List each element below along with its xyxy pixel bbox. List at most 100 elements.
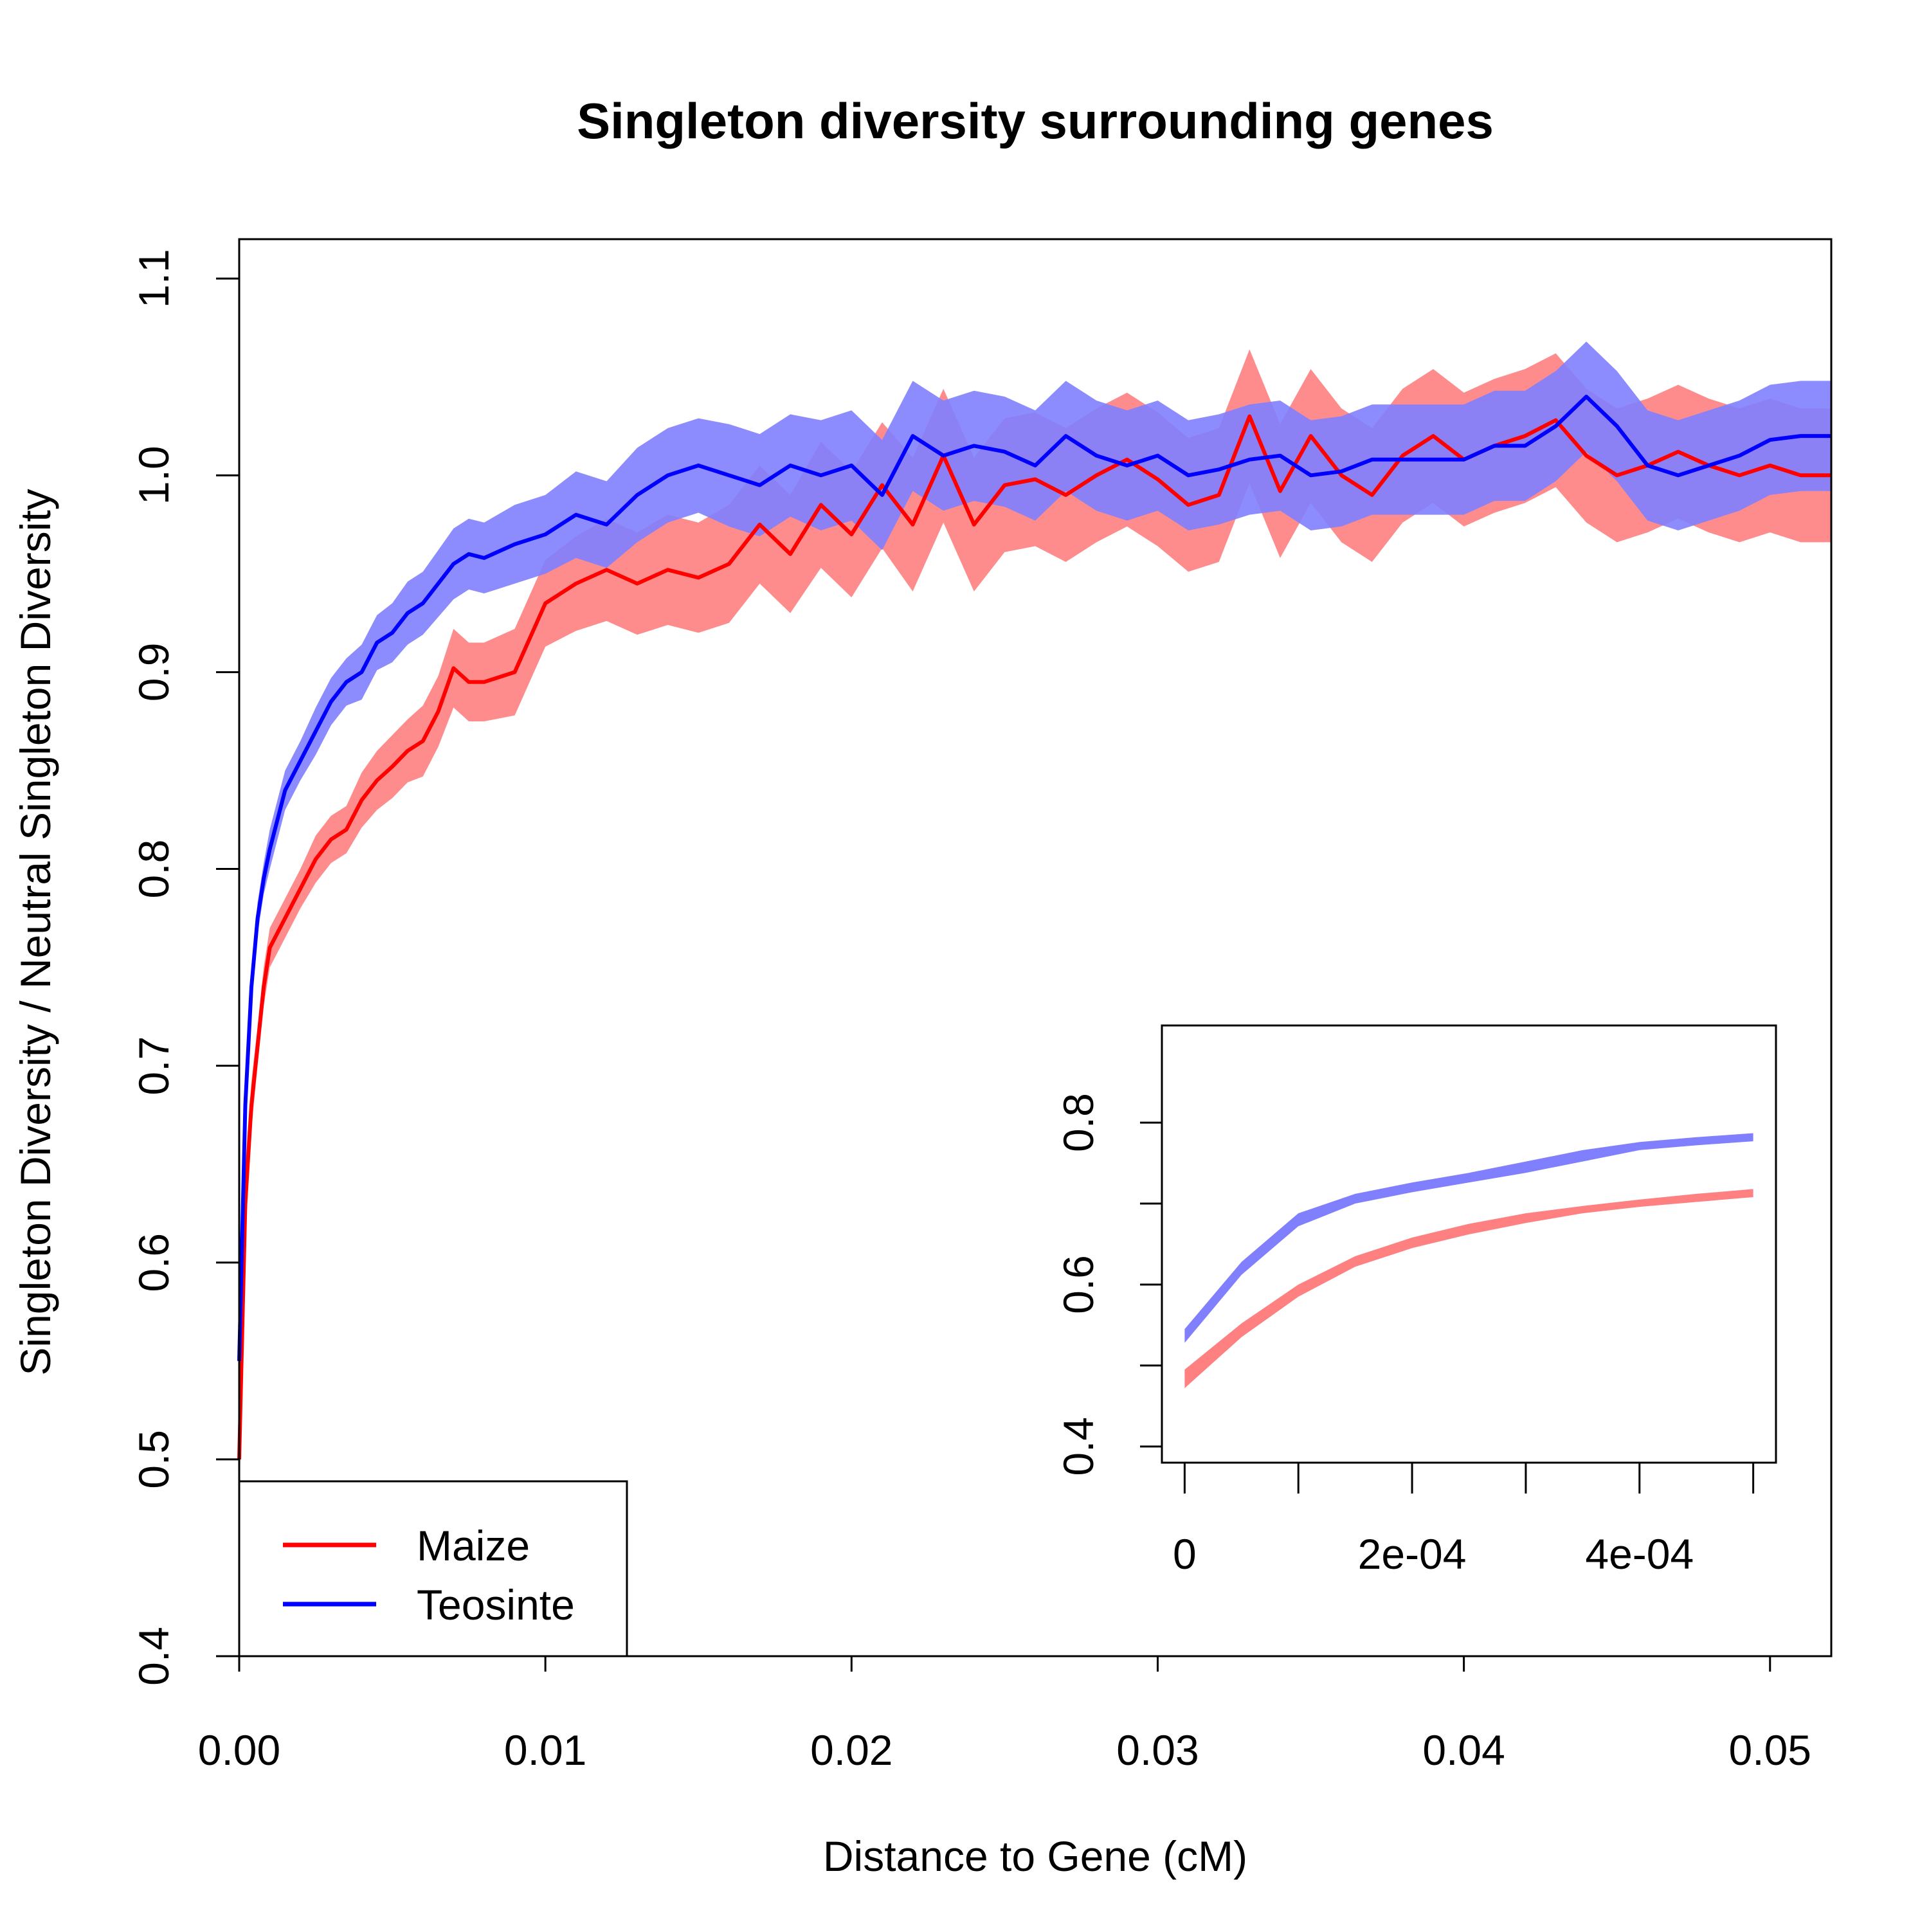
x-tick-label-0: 0.00 [198, 1726, 280, 1774]
point-teosinte-3 [257, 917, 258, 919]
point-teosinte-43 [1218, 469, 1220, 470]
point-maize-20 [514, 671, 515, 673]
series-line-maize [237, 414, 1831, 1459]
x-tick-label-3: 0.03 [1116, 1726, 1199, 1774]
point-teosinte-46 [1310, 474, 1311, 476]
inset-x-tick-label-1: 2e-04 [1358, 1530, 1467, 1578]
inset-y-tick-label-2: 0.8 [1055, 1093, 1102, 1152]
point-teosinte-49 [1402, 459, 1403, 460]
point-teosinte-36 [1004, 451, 1005, 453]
main-series-lines [237, 394, 1832, 1460]
point-maize-16 [438, 711, 439, 712]
point-teosinte-2 [251, 986, 252, 988]
main-confidence-bands [239, 341, 1831, 1509]
point-teosinte-39 [1096, 455, 1097, 456]
x-axis-label: Distance to Gene (cM) [823, 1832, 1247, 1880]
point-maize-3 [257, 1045, 258, 1047]
point-maize-26 [698, 577, 699, 578]
inset-bands [1184, 1133, 1753, 1389]
inset-x-tick-label-0: 0 [1173, 1530, 1197, 1578]
point-maize-49 [1402, 455, 1403, 456]
band-teosinte [239, 341, 1831, 1401]
point-teosinte-44 [1249, 459, 1250, 460]
point-teosinte-34 [943, 455, 944, 456]
point-maize-14 [407, 750, 408, 752]
point-teosinte-11 [361, 671, 362, 673]
point-teosinte-21 [545, 534, 546, 535]
x-tick-label-1: 0.01 [504, 1726, 586, 1774]
point-maize-47 [1341, 474, 1342, 476]
point-teosinte-47 [1341, 471, 1342, 472]
y-tick-label-6: 1.0 [130, 446, 177, 505]
y-tick-label-7: 1.1 [130, 249, 177, 308]
point-maize-43 [1218, 494, 1220, 496]
point-teosinte-60 [1739, 455, 1740, 456]
y-tick-label-2: 0.6 [130, 1233, 177, 1292]
point-teosinte-57 [1647, 465, 1648, 466]
point-maize-10 [346, 829, 347, 830]
y-tick-label-3: 0.7 [130, 1036, 177, 1096]
legend: Maize Teosinte [238, 1480, 628, 1657]
point-maize-13 [392, 766, 393, 767]
inset-chart: 0 2e-04 4e-04 0.4 0.6 0.8 [1055, 1024, 1777, 1578]
point-maize-22 [575, 583, 577, 584]
point-maize-31 [851, 534, 852, 535]
inset-y-tick-label-0: 0.4 [1055, 1417, 1102, 1476]
point-maize-41 [1157, 479, 1158, 480]
inset-band-maize [1184, 1189, 1753, 1389]
point-teosinte-24 [637, 494, 638, 496]
y-axis-label: Singleton Diversity / Neutral Singleton … [12, 489, 59, 1375]
point-teosinte-31 [851, 465, 852, 466]
point-teosinte-26 [698, 465, 699, 466]
x-tick-label-4: 0.04 [1422, 1726, 1505, 1774]
point-teosinte-51 [1463, 459, 1465, 460]
point-teosinte-23 [606, 524, 607, 525]
point-teosinte-59 [1708, 465, 1709, 466]
legend-box [238, 1480, 628, 1657]
point-teosinte-38 [1065, 435, 1067, 437]
point-maize-21 [545, 602, 546, 604]
point-maize-17 [453, 667, 454, 669]
legend-label-teosinte: Teosinte [417, 1581, 575, 1629]
y-tick-label-0: 0.4 [130, 1627, 177, 1686]
inset-plot-frame [1161, 1024, 1777, 1464]
point-maize-33 [912, 524, 913, 525]
point-maize-44 [1249, 416, 1250, 417]
point-teosinte-55 [1586, 396, 1587, 397]
x-tick-label-5: 0.05 [1729, 1726, 1811, 1774]
point-teosinte-37 [1035, 465, 1036, 466]
inset-x-tick-label-2: 4e-04 [1585, 1530, 1694, 1578]
point-maize-46 [1310, 435, 1311, 437]
point-teosinte-15 [422, 602, 424, 604]
point-maize-39 [1096, 474, 1097, 476]
point-maize-55 [1586, 455, 1587, 456]
y-tick-label-4: 0.8 [130, 840, 177, 899]
point-maize-62 [1800, 474, 1801, 476]
y-tick-label-5: 0.9 [130, 643, 177, 702]
point-maize-50 [1433, 435, 1434, 437]
point-teosinte-22 [575, 514, 577, 516]
point-teosinte-42 [1188, 474, 1189, 476]
inset-band-teosinte [1184, 1133, 1753, 1343]
y-tick-label-1: 0.5 [130, 1430, 177, 1489]
point-teosinte-25 [667, 474, 669, 476]
point-teosinte-16 [438, 583, 439, 584]
point-maize-1 [245, 1203, 246, 1204]
point-maize-60 [1739, 474, 1740, 476]
x-tick-label-2: 0.02 [810, 1726, 892, 1774]
chart-title: Singleton diversity surrounding genes [577, 93, 1494, 149]
point-teosinte-20 [514, 544, 515, 545]
inset-y-tick-label-1: 0.6 [1055, 1255, 1102, 1314]
main-plot-frame [238, 238, 1833, 1657]
point-teosinte-30 [820, 474, 822, 476]
inset-background [1162, 1025, 1776, 1463]
point-maize-28 [759, 524, 760, 525]
series-line-teosinte [237, 394, 1831, 1361]
point-maize-24 [637, 583, 638, 584]
point-maize-38 [1065, 494, 1067, 496]
point-teosinte-33 [912, 435, 913, 437]
point-maize-37 [1035, 479, 1036, 480]
point-teosinte-29 [790, 465, 791, 466]
